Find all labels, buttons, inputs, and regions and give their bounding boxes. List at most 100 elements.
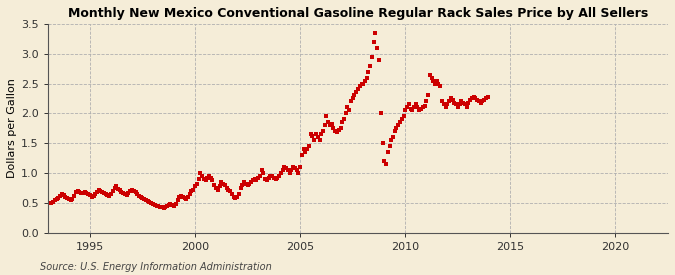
- Point: [375, 111, 386, 116]
- Point: [360, 78, 371, 83]
- Point: [344, 108, 354, 112]
- Point: [132, 192, 142, 196]
- Point: [221, 186, 232, 190]
- Point: [335, 126, 346, 130]
- Point: [386, 138, 397, 142]
- Point: [356, 81, 367, 86]
- Point: [117, 191, 128, 195]
- Point: [165, 202, 176, 206]
- Point: [381, 162, 392, 166]
- Point: [58, 193, 69, 197]
- Point: [293, 171, 304, 175]
- Point: [186, 189, 197, 193]
- Point: [62, 196, 73, 200]
- Point: [317, 129, 328, 133]
- Point: [391, 126, 402, 130]
- Point: [49, 198, 60, 203]
- Point: [53, 196, 64, 200]
- Point: [472, 98, 483, 102]
- Point: [482, 94, 493, 99]
- Point: [95, 189, 106, 193]
- Point: [151, 204, 162, 208]
- Point: [148, 202, 159, 206]
- Point: [408, 105, 419, 109]
- Point: [281, 166, 292, 170]
- Point: [452, 105, 463, 109]
- Point: [446, 96, 456, 101]
- Point: [400, 108, 410, 112]
- Point: [398, 114, 409, 119]
- Point: [477, 99, 488, 104]
- Point: [202, 175, 213, 180]
- Point: [46, 200, 57, 205]
- Point: [102, 193, 113, 197]
- Point: [83, 192, 94, 196]
- Point: [361, 75, 372, 80]
- Point: [328, 126, 339, 130]
- Point: [364, 64, 375, 68]
- Point: [205, 175, 216, 180]
- Point: [298, 147, 309, 151]
- Point: [252, 175, 263, 180]
- Point: [460, 102, 470, 107]
- Point: [454, 102, 465, 107]
- Point: [183, 194, 194, 199]
- Point: [55, 193, 65, 198]
- Point: [188, 187, 198, 192]
- Title: Monthly New Mexico Conventional Gasoline Regular Rack Sales Price by All Sellers: Monthly New Mexico Conventional Gasoline…: [68, 7, 648, 20]
- Point: [198, 177, 209, 181]
- Point: [310, 132, 321, 136]
- Point: [176, 193, 186, 198]
- Point: [249, 177, 260, 181]
- Point: [348, 96, 358, 101]
- Point: [389, 129, 400, 133]
- Point: [416, 106, 427, 111]
- Point: [286, 168, 297, 172]
- Point: [435, 84, 446, 89]
- Point: [193, 177, 204, 181]
- Point: [139, 197, 150, 201]
- Point: [128, 189, 139, 193]
- Point: [377, 141, 388, 145]
- Point: [142, 199, 153, 203]
- Point: [86, 194, 97, 199]
- Point: [92, 190, 103, 194]
- Point: [162, 204, 173, 208]
- Point: [269, 175, 279, 180]
- Point: [242, 183, 253, 187]
- Point: [213, 187, 223, 192]
- Point: [338, 117, 349, 122]
- Point: [405, 106, 416, 111]
- Point: [263, 175, 274, 180]
- Point: [261, 178, 272, 182]
- Point: [216, 180, 227, 184]
- Point: [438, 102, 449, 107]
- Point: [163, 202, 174, 207]
- Point: [352, 87, 363, 92]
- Point: [458, 100, 468, 105]
- Point: [240, 182, 251, 186]
- Point: [223, 187, 234, 192]
- Point: [384, 144, 395, 148]
- Point: [109, 186, 120, 190]
- Point: [260, 177, 271, 181]
- Point: [134, 193, 144, 198]
- Point: [331, 130, 342, 134]
- Point: [72, 189, 83, 193]
- Point: [370, 31, 381, 35]
- Point: [447, 98, 458, 102]
- Point: [99, 190, 109, 195]
- Point: [144, 199, 155, 204]
- Point: [239, 180, 250, 184]
- Point: [209, 183, 220, 187]
- Point: [137, 196, 148, 200]
- Point: [172, 197, 183, 202]
- Point: [321, 114, 332, 119]
- Point: [410, 102, 421, 107]
- Point: [84, 193, 95, 197]
- Point: [149, 203, 160, 207]
- Point: [93, 187, 104, 192]
- Point: [404, 102, 414, 107]
- Point: [130, 190, 141, 194]
- Point: [157, 205, 167, 210]
